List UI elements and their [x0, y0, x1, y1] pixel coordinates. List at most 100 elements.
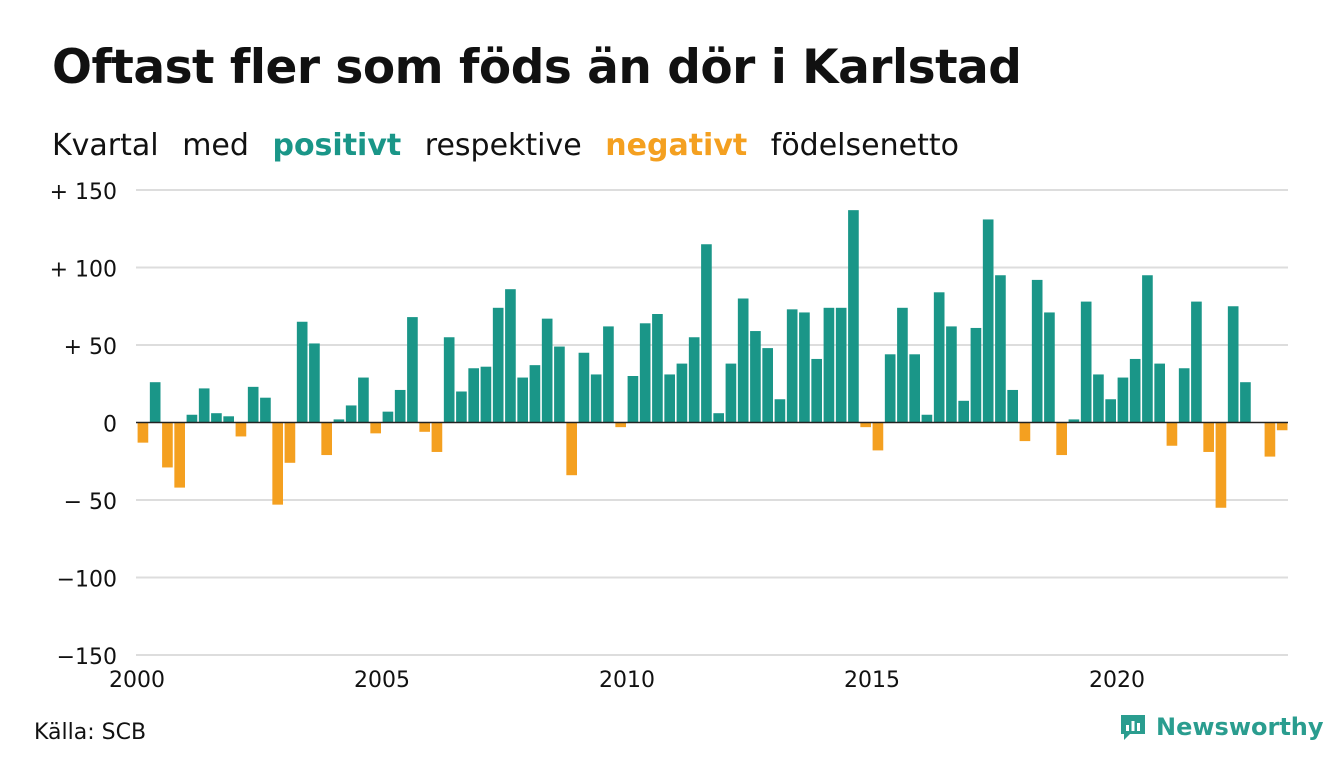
bar [529, 365, 541, 423]
bar [627, 376, 639, 423]
bar [419, 422, 430, 432]
bar [933, 292, 945, 423]
bar [909, 354, 920, 423]
subtitle-word: med [182, 128, 249, 163]
bar [247, 386, 259, 423]
bar [272, 422, 283, 505]
bar [835, 307, 847, 423]
bar [1178, 368, 1190, 423]
bar [1117, 377, 1129, 423]
bar [345, 405, 357, 423]
bar [480, 366, 492, 423]
bar [639, 323, 651, 423]
bar [554, 346, 565, 423]
bar [786, 309, 798, 423]
bar [284, 422, 296, 463]
bar [358, 377, 369, 423]
bar [799, 312, 810, 423]
bar [1142, 275, 1153, 423]
bar [995, 275, 1006, 423]
chart-subtitle: Kvartal med positivt respektive negativt… [52, 128, 973, 163]
bar [1019, 422, 1031, 442]
bar [860, 422, 871, 428]
subtitle-word: födelsenetto [770, 128, 959, 163]
bar [701, 244, 712, 423]
bar [505, 289, 516, 423]
y-tick-label: + 150 [50, 180, 117, 205]
bar [431, 422, 443, 452]
bar [774, 399, 786, 423]
bar [296, 321, 308, 423]
y-tick-label: −150 [57, 645, 117, 670]
bar [725, 363, 737, 423]
bar [872, 422, 884, 451]
bar [468, 368, 479, 423]
subtitle-negative-label: negativt [605, 128, 748, 163]
y-tick-label: + 100 [50, 258, 117, 283]
bar [848, 210, 859, 423]
bar [321, 422, 332, 456]
bar [603, 326, 614, 423]
bar [223, 416, 234, 423]
bar [1068, 419, 1080, 423]
bar [260, 397, 271, 423]
bar [1240, 382, 1251, 423]
bar [541, 318, 553, 423]
bar [688, 337, 700, 423]
bar [737, 298, 749, 423]
subtitle-positive-label: positivt [272, 128, 402, 163]
bar [970, 327, 982, 423]
bar [394, 389, 406, 423]
bar [382, 411, 394, 423]
bar [958, 400, 969, 423]
x-tick-label: 2005 [354, 668, 410, 693]
bar [186, 414, 198, 423]
bar [235, 422, 247, 437]
bar [370, 422, 381, 434]
bar [652, 314, 663, 423]
bar [823, 307, 835, 423]
bar [1227, 306, 1239, 423]
bar [492, 307, 504, 423]
bar [174, 422, 185, 488]
bar [198, 388, 210, 423]
bar [676, 363, 688, 423]
bar [664, 374, 675, 423]
bar [1166, 422, 1178, 446]
bar [1031, 279, 1043, 423]
bar [1129, 358, 1141, 423]
bar [762, 348, 773, 423]
bar [982, 219, 994, 423]
bar [1105, 399, 1116, 423]
bar [1056, 422, 1067, 456]
bar [1215, 422, 1227, 508]
brand-name: Newsworthy [1156, 713, 1324, 741]
bar [149, 382, 161, 423]
bar [443, 337, 455, 423]
bar [137, 422, 149, 443]
bar [1044, 312, 1055, 423]
bar [333, 419, 345, 423]
bar [750, 331, 761, 423]
y-tick-label: − 50 [64, 490, 117, 515]
chart-title: Oftast fler som föds än dör i Karlstad [52, 40, 1022, 95]
bar [578, 352, 590, 423]
x-tick-label: 2000 [109, 668, 165, 693]
bar [921, 414, 933, 423]
bar [1276, 422, 1288, 431]
bar [1007, 389, 1018, 423]
bar [566, 422, 577, 476]
bar [1203, 422, 1214, 452]
x-tick-label: 2010 [599, 668, 655, 693]
subtitle-word: Kvartal [52, 128, 159, 163]
x-tick-label: 2015 [844, 668, 900, 693]
bar [211, 413, 222, 423]
bar [1264, 422, 1276, 457]
bar [897, 307, 908, 423]
bar [456, 391, 467, 423]
bar [713, 413, 724, 423]
bar [590, 374, 602, 423]
bar [1080, 301, 1092, 423]
bar [615, 422, 626, 428]
